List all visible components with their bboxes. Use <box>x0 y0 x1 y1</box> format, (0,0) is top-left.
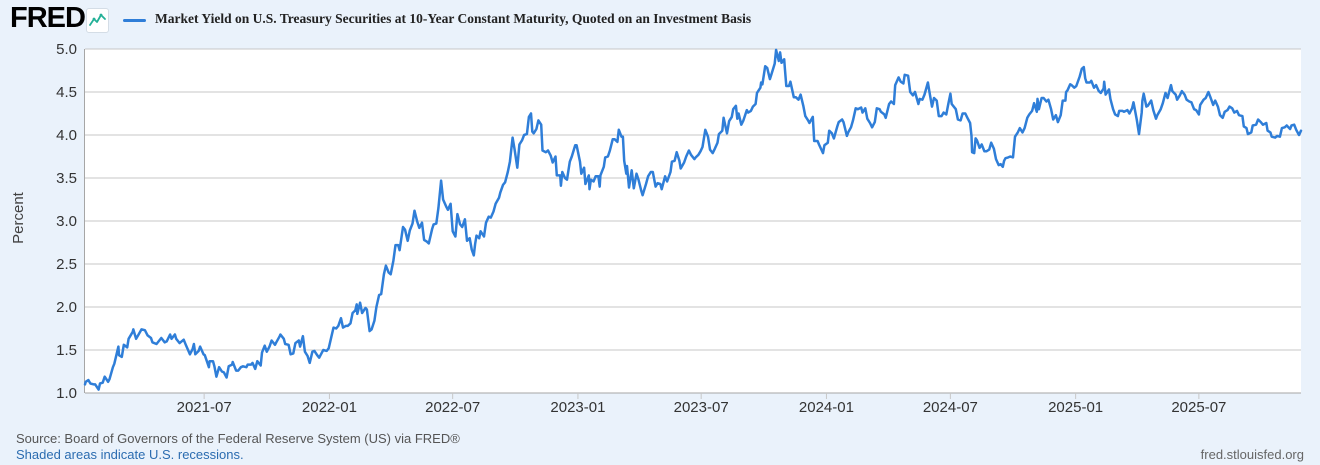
x-tick-label: 2023-01 <box>550 399 605 416</box>
y-tick-label: 4.0 <box>56 127 77 144</box>
fred-logo[interactable]: FRED <box>10 2 86 34</box>
x-tick-label: 2021-07 <box>177 399 232 416</box>
fred-logo-sparkline-icon <box>86 8 109 33</box>
legend-line-swatch <box>123 19 146 22</box>
source-text: Source: Board of Governors of the Federa… <box>16 431 460 446</box>
x-tick-label: 2024-07 <box>923 399 978 416</box>
y-tick-label: 2.0 <box>56 299 77 316</box>
yield-series-line <box>83 48 1303 391</box>
y-tick-label: 2.5 <box>56 256 77 273</box>
x-tick-label: 2025-01 <box>1048 399 1103 416</box>
y-tick-label: 5.0 <box>56 41 77 58</box>
chart-header: FRED Market Yield on U.S. Treasury Secur… <box>0 0 1320 36</box>
chart-footer: Source: Board of Governors of the Federa… <box>0 428 1320 465</box>
y-tick-label: 3.0 <box>56 213 77 230</box>
x-tick-label: 2024-01 <box>799 399 854 416</box>
x-tick-label: 2023-07 <box>674 399 729 416</box>
y-tick-label: 3.5 <box>56 170 77 187</box>
series-title: Market Yield on U.S. Treasury Securities… <box>155 11 752 26</box>
y-tick-label: 1.0 <box>56 385 77 402</box>
y-tick-label: 4.5 <box>56 84 77 101</box>
x-tick-label: 2022-07 <box>425 399 480 416</box>
y-axis-title: Percent <box>10 192 27 244</box>
x-tick-label: 2022-01 <box>302 399 357 416</box>
x-tick-label: 2025-07 <box>1171 399 1226 416</box>
fred-site-link[interactable]: fred.stlouisfed.org <box>1200 447 1304 462</box>
recession-note-link[interactable]: Shaded areas indicate U.S. recessions. <box>16 447 244 462</box>
y-tick-label: 1.5 <box>56 342 77 359</box>
